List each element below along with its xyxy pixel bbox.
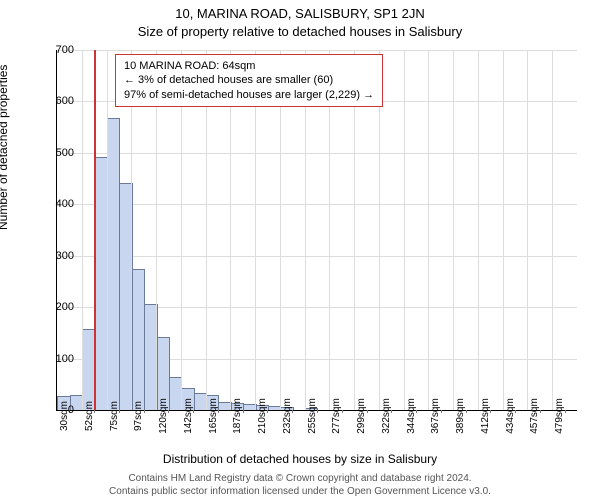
xtick-label: 479sqm: [554, 398, 565, 434]
xtick-label: 52sqm: [84, 401, 95, 431]
histogram-bar: [132, 269, 145, 410]
gridline-x: [503, 50, 504, 410]
footer-line2: Contains public sector information licen…: [109, 486, 491, 497]
gridline-y: [57, 256, 577, 257]
xtick-label: 255sqm: [307, 398, 318, 434]
annotation-line: ← 3% of detached houses are smaller (60): [124, 73, 374, 87]
xtick-label: 412sqm: [480, 398, 491, 434]
plot-area: 10 MARINA ROAD: 64sqm← 3% of detached ho…: [56, 50, 577, 411]
annotation-box: 10 MARINA ROAD: 64sqm← 3% of detached ho…: [115, 54, 383, 107]
gridline-x: [404, 50, 405, 410]
ytick-label: 600: [34, 95, 74, 107]
ytick-label: 400: [34, 198, 74, 210]
gridline-x: [82, 50, 83, 410]
xtick-label: 434sqm: [505, 398, 516, 434]
ytick-label: 300: [34, 250, 74, 262]
gridline-x: [478, 50, 479, 410]
chart-container: 10, MARINA ROAD, SALISBURY, SP1 2JN Size…: [0, 0, 600, 500]
gridline-y: [57, 204, 577, 205]
gridline-x: [552, 50, 553, 410]
annotation-line: 10 MARINA ROAD: 64sqm: [124, 59, 374, 73]
gridline-x: [428, 50, 429, 410]
ytick-label: 500: [34, 147, 74, 159]
marker-line: [94, 50, 96, 410]
footer-line1: Contains HM Land Registry data © Crown c…: [128, 473, 471, 484]
xtick-label: 367sqm: [430, 398, 441, 434]
gridline-x: [453, 50, 454, 410]
gridline-y: [57, 153, 577, 154]
ytick-label: 200: [34, 301, 74, 313]
xtick-label: 120sqm: [158, 398, 169, 434]
xtick-label: 210sqm: [257, 398, 268, 434]
ytick-label: 100: [34, 353, 74, 365]
x-axis-label: Distribution of detached houses by size …: [0, 452, 600, 466]
xtick-label: 187sqm: [232, 398, 243, 434]
annotation-line: 97% of semi-detached houses are larger (…: [124, 88, 374, 102]
xtick-label: 30sqm: [59, 401, 70, 431]
gridline-x: [527, 50, 528, 410]
xtick-label: 165sqm: [208, 398, 219, 434]
title-address: 10, MARINA ROAD, SALISBURY, SP1 2JN: [0, 6, 600, 21]
ytick-label: 700: [34, 44, 74, 56]
xtick-label: 457sqm: [529, 398, 540, 434]
xtick-label: 75sqm: [109, 401, 120, 431]
gridline-y: [57, 50, 577, 51]
y-axis-label: Number of detached properties: [0, 65, 10, 230]
xtick-label: 232sqm: [282, 398, 293, 434]
xtick-label: 142sqm: [183, 398, 194, 434]
gridline-x: [107, 50, 108, 410]
xtick-label: 344sqm: [406, 398, 417, 434]
xtick-label: 322sqm: [381, 398, 392, 434]
xtick-label: 277sqm: [331, 398, 342, 434]
footer-credits: Contains HM Land Registry data © Crown c…: [0, 473, 600, 498]
title-subtitle: Size of property relative to detached ho…: [0, 24, 600, 39]
xtick-label: 299sqm: [356, 398, 367, 434]
histogram-bar: [107, 118, 120, 410]
xtick-label: 389sqm: [455, 398, 466, 434]
xtick-label: 97sqm: [133, 401, 144, 431]
